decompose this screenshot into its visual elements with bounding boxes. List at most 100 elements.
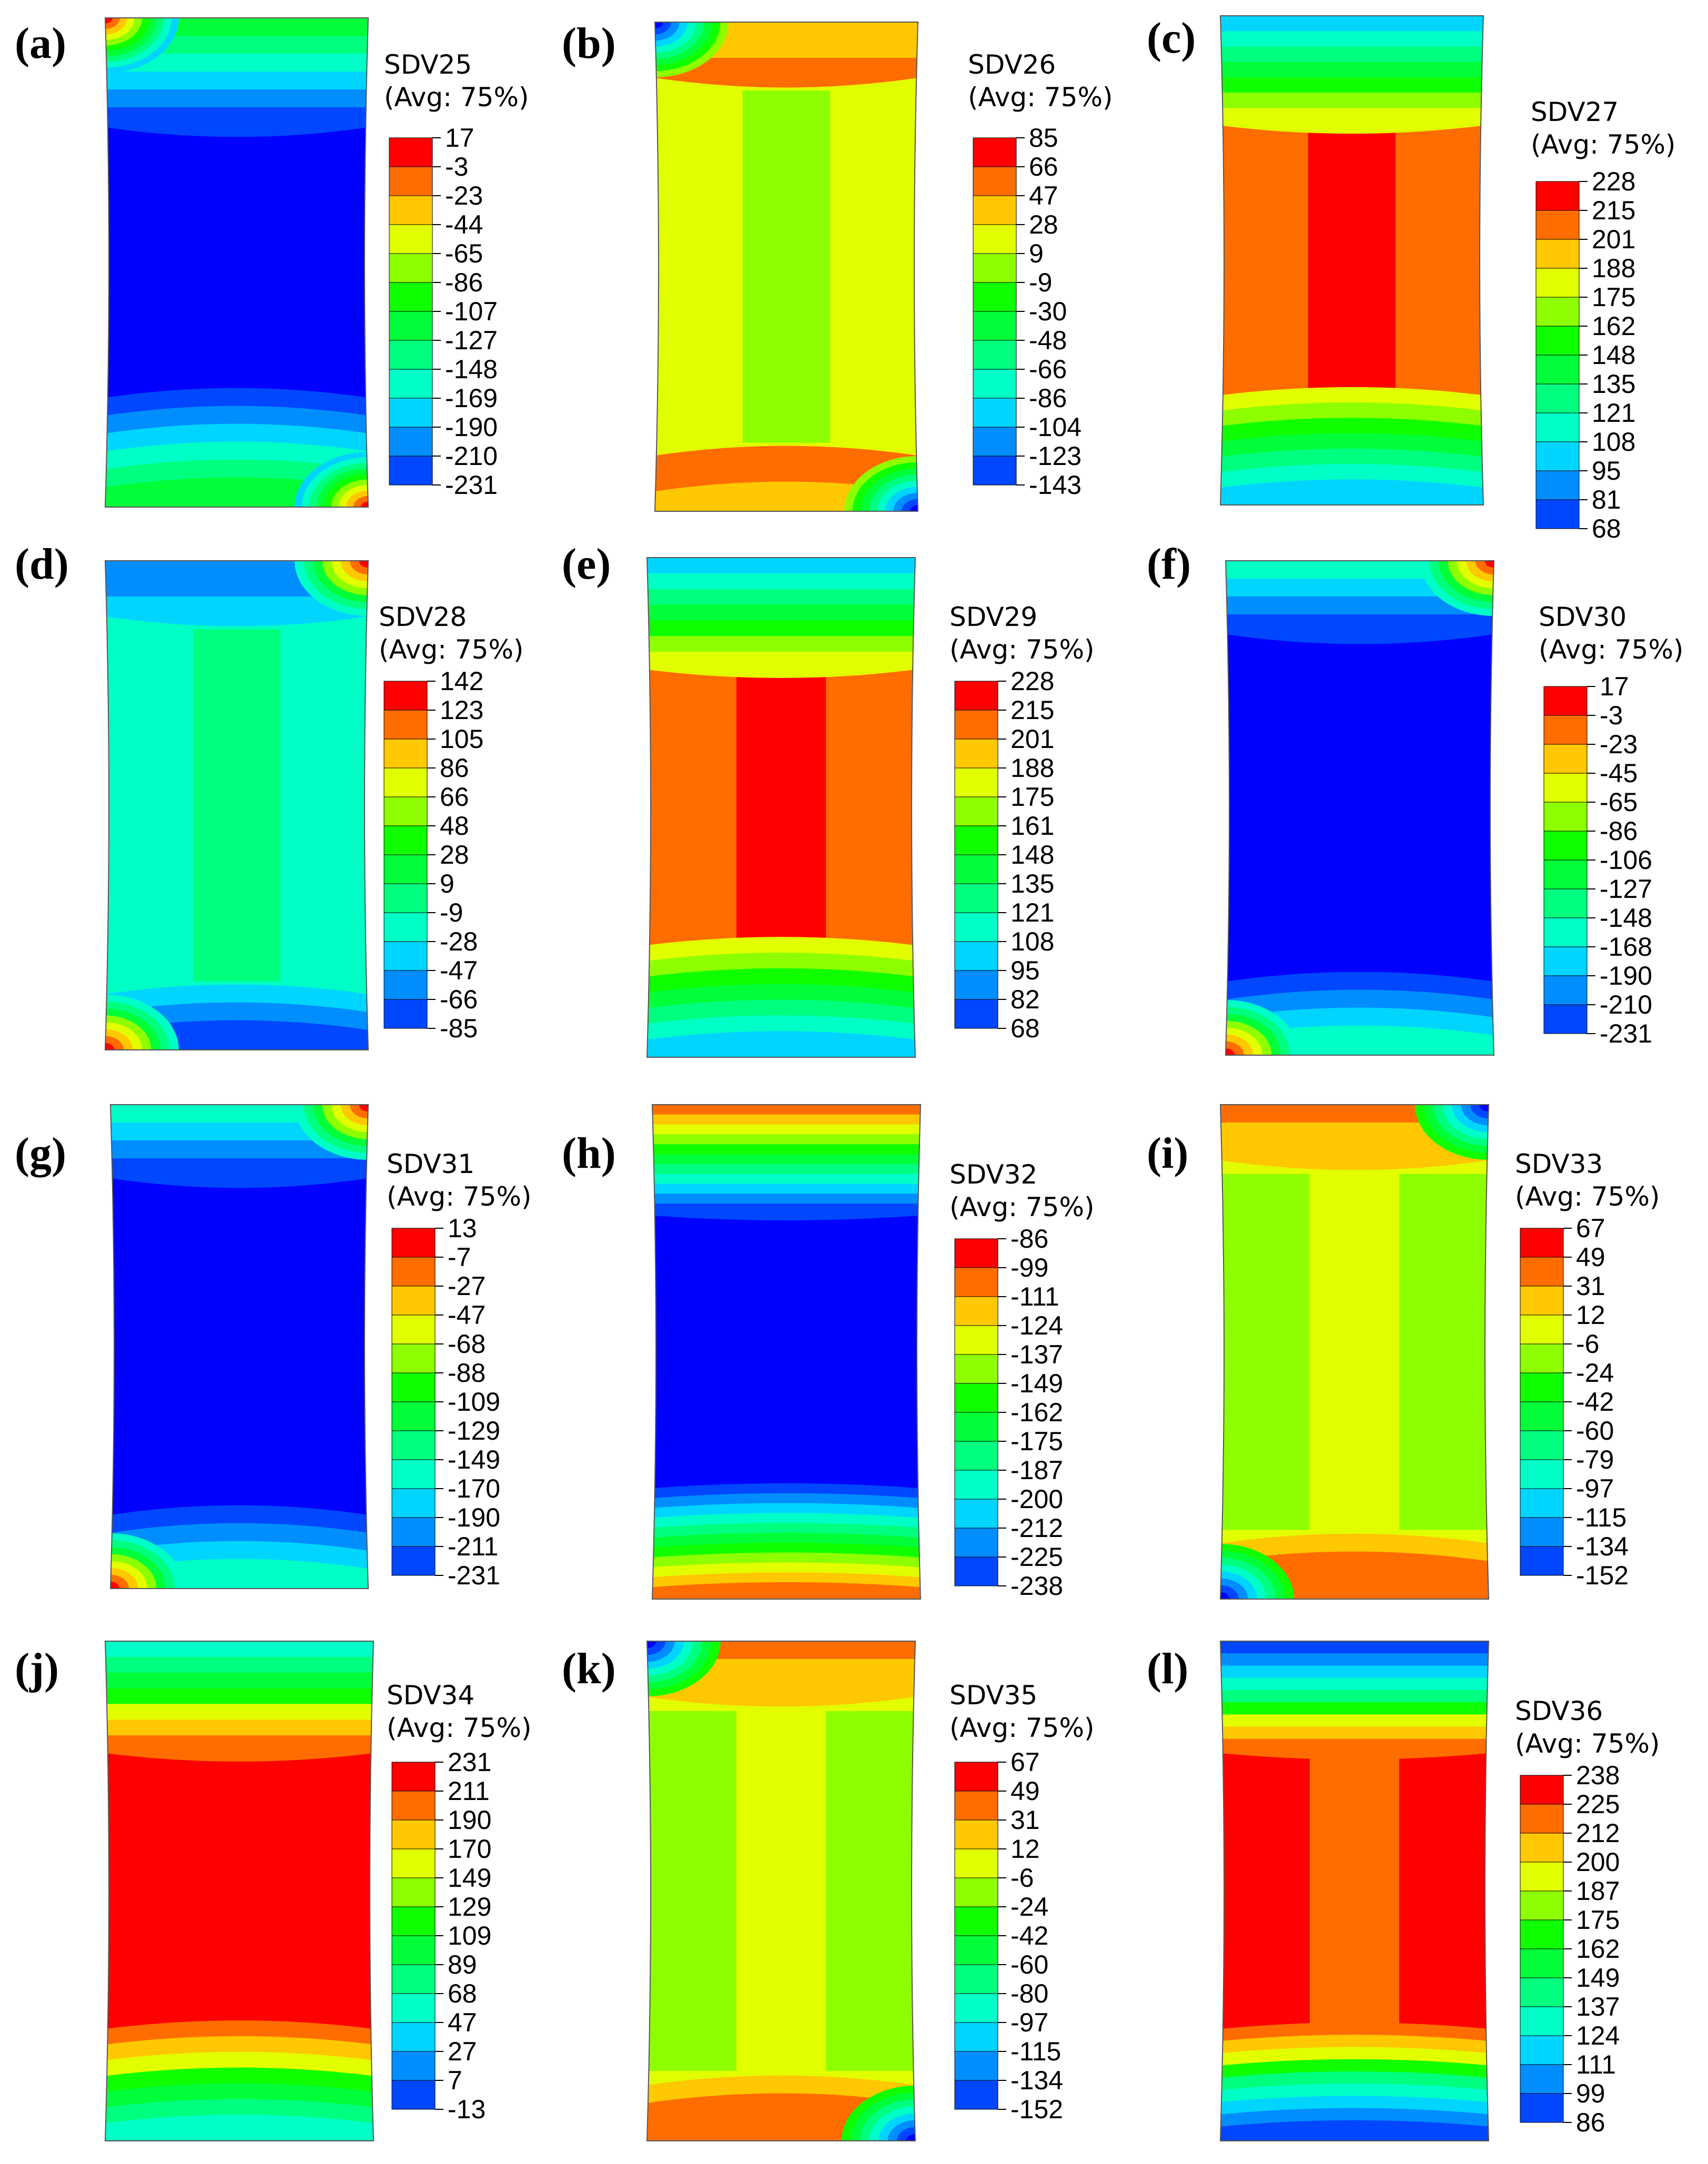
legend-subtitle: (Avg: 75%) [384, 82, 529, 113]
legend-tick-label: 129 [448, 1892, 491, 1922]
legend-tick-label: 123 [440, 695, 483, 725]
legend-tick-label: -149 [448, 1445, 500, 1474]
legend-subtitle: (Avg: 75%) [379, 634, 524, 665]
contour-column [1399, 1174, 1489, 1530]
legend-swatch [954, 1762, 998, 1792]
legend-tick-label: -86 [445, 268, 483, 297]
legend-tick-label: -106 [1600, 845, 1652, 875]
contour-column [647, 1711, 736, 2071]
legend-tick-label: 68 [1592, 514, 1621, 543]
contour-hotspot [897, 2127, 915, 2141]
legend-tick-label: -24 [1010, 1892, 1048, 1922]
legend-tick-label: 66 [440, 782, 469, 812]
legend-swatch [391, 2080, 436, 2110]
contour-plot [1226, 561, 1494, 1055]
legend-swatch [391, 1401, 436, 1431]
legend-title: SDV30 [1539, 602, 1626, 632]
contour-band-top [1226, 614, 1494, 644]
contour-column [826, 628, 915, 987]
legend-tick-label: -129 [448, 1416, 500, 1445]
legend-swatch [383, 767, 428, 797]
legend-tick-label: -115 [1010, 2037, 1061, 2066]
legend-tick-label: -109 [448, 1387, 500, 1417]
legend-swatch [383, 681, 428, 711]
legend-swatch [954, 1935, 998, 1965]
legend-tick-label: 215 [1010, 695, 1054, 725]
legend-tick-label: 108 [1010, 927, 1054, 956]
legend-swatch [391, 1314, 436, 1344]
legend-tick-label: 81 [1592, 485, 1621, 514]
legend-swatch [389, 340, 433, 370]
legend-swatch [954, 999, 998, 1029]
legend-tick-label: 68 [1010, 1014, 1040, 1043]
contour-column [736, 1711, 826, 2071]
legend-swatch [954, 1819, 998, 1849]
legend-swatch [1520, 1257, 1564, 1287]
panel-label: (g) [15, 1129, 66, 1178]
legend-swatch [391, 2022, 436, 2052]
legend-title: SDV29 [949, 602, 1037, 632]
legend-swatch [391, 1257, 436, 1287]
legend-tick-label: -65 [445, 239, 483, 268]
legend-tick-label: 108 [1592, 427, 1635, 457]
legend-tick-label: 7 [448, 2066, 462, 2095]
contour-hotspot [1470, 1105, 1489, 1119]
legend-tick-label: -30 [1029, 297, 1067, 326]
legend-swatch [954, 970, 998, 1000]
legend-swatch [391, 1430, 436, 1460]
legend-swatch [954, 2022, 998, 2052]
contour-hotspot [105, 1036, 124, 1050]
contour-hotspot [1479, 1105, 1489, 1112]
legend-tick-label: 67 [1576, 1214, 1605, 1243]
panel-d: (d) SDV28(Avg: 75%)142123105866648289-9-2… [15, 540, 524, 1050]
legend-tick-label: 66 [1029, 152, 1058, 181]
legend-swatch [383, 970, 428, 1000]
legend-swatch [1520, 1372, 1564, 1402]
panel-l: (l)SDV36(Avg: 75%)2382252122001871751621… [1147, 1641, 1660, 2141]
legend-swatch [1543, 888, 1588, 918]
specimen-outline [104, 560, 369, 1050]
contour-hotspot [1475, 561, 1494, 575]
contour-band-bottom [105, 2115, 373, 2141]
contour-hotspot [1220, 1578, 1248, 1599]
legend-tick-label: 162 [1576, 1934, 1620, 1964]
legend-swatch [383, 825, 428, 855]
legend-tick-label: 228 [1010, 666, 1054, 696]
legend-tick-label: 17 [445, 123, 474, 153]
contour-column [193, 629, 281, 982]
legend-tick-label: -190 [1600, 961, 1652, 990]
contour-band-bottom [652, 1582, 921, 1599]
legend-tick-label: -60 [1010, 1950, 1048, 1979]
legend-tick-label: 149 [1576, 1963, 1620, 1993]
legend-tick-label: -45 [1600, 759, 1638, 788]
legend-tick-label: 187 [1576, 1876, 1620, 1906]
legend-swatch [1543, 773, 1588, 803]
legend-tick-label: 135 [1592, 369, 1635, 399]
contour-column [1308, 84, 1396, 437]
contour-hotspot [346, 490, 368, 507]
contour-band-top [1220, 1738, 1489, 1759]
legend-swatch [1543, 744, 1588, 774]
legend-swatch [391, 1819, 436, 1849]
legend-tick-label: 201 [1010, 724, 1054, 754]
panel-a: (a) SDV25(Avg: 75%)17-3-23-44-65-86-107-1… [15, 17, 529, 508]
legend-swatch [391, 1488, 436, 1518]
legend-swatch [1543, 1004, 1588, 1034]
legend-tick-label: 137 [1576, 1992, 1620, 2021]
legend-swatch [391, 1286, 436, 1316]
legend-swatch [1543, 802, 1588, 832]
contour-hotspot [105, 18, 113, 24]
legend-swatch [954, 912, 998, 942]
panel-b: (b) SDV26(Avg: 75%) 856647289-9-30-48-66-8… [562, 19, 1113, 512]
legend-tick-label: -48 [1029, 326, 1067, 355]
contour-band-top [1220, 1140, 1489, 1170]
panel-e: (e)SDV29(Avg: 75%)2282152011881751611481… [562, 540, 1095, 1058]
legend-swatch [973, 166, 1017, 196]
legend-swatch [389, 311, 433, 341]
legend-tick-label: 47 [1029, 181, 1058, 210]
legend-tick-label: -24 [1576, 1358, 1614, 1388]
legend-swatch [973, 369, 1017, 399]
contour-plot [647, 1641, 915, 2141]
legend-tick-label: 175 [1010, 782, 1054, 812]
legend-tick-label: 201 [1592, 225, 1635, 254]
